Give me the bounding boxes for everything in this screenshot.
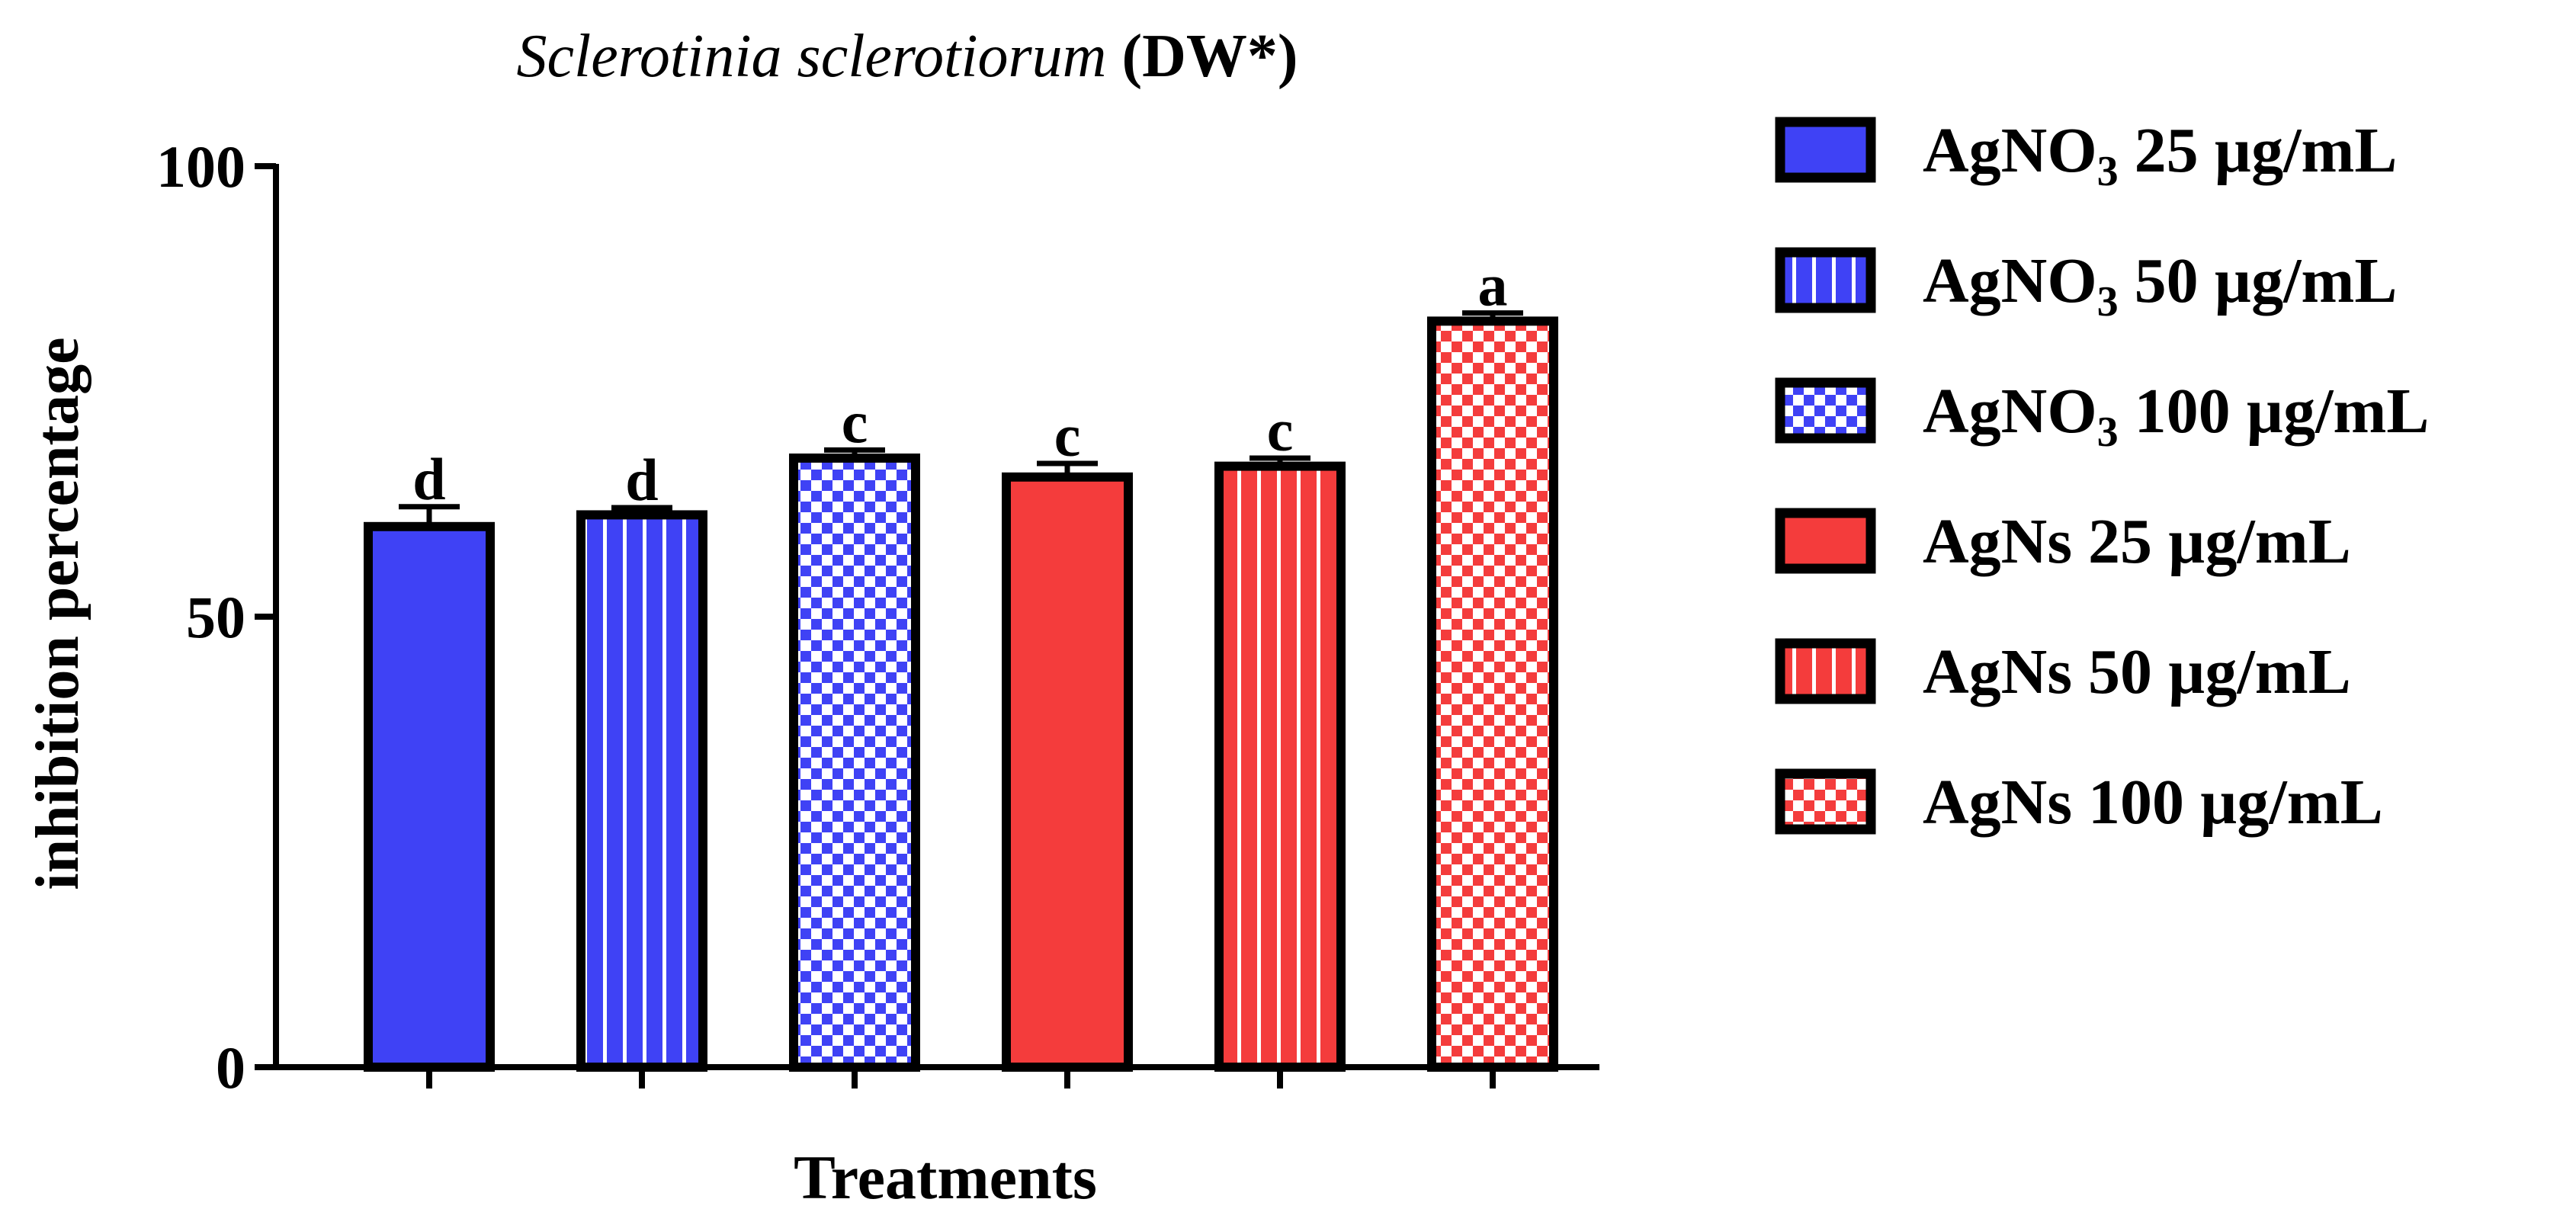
- legend-label-main: AgNs 25 µg/mL: [1923, 506, 2351, 577]
- bar: [1002, 472, 1133, 1072]
- legend-label: AgNO3 100 µg/mL: [1923, 376, 2429, 456]
- y-axis: 0 50 100: [156, 133, 279, 1101]
- significance-letter: d: [625, 447, 658, 513]
- bar-group: d: [576, 447, 707, 1072]
- significance-letter: d: [412, 446, 445, 512]
- legend-item: AgNO3 25 µg/mL: [1775, 115, 2397, 195]
- legend-swatch: [1775, 247, 1876, 313]
- y-tick-label: 100: [156, 133, 245, 200]
- legend-label: AgNO3 25 µg/mL: [1923, 115, 2397, 195]
- bar-group: d: [364, 446, 495, 1072]
- bars: d d c c c a: [364, 252, 1558, 1072]
- legend-label-rest: 50 µg/mL: [2119, 245, 2398, 316]
- y-tick-label: 0: [216, 1034, 245, 1101]
- legend-label-subscript: 3: [2097, 148, 2119, 195]
- legend-label: AgNO3 50 µg/mL: [1923, 245, 2397, 325]
- y-axis-label: inhibition percentage: [24, 337, 91, 890]
- legend-item: AgNs 100 µg/mL: [1775, 767, 2383, 838]
- bar-group: c: [1002, 402, 1133, 1072]
- legend-item: AgNs 25 µg/mL: [1775, 506, 2351, 577]
- legend-swatch: [1775, 117, 1876, 183]
- significance-letter: c: [1267, 397, 1294, 463]
- legend-label: AgNs 50 µg/mL: [1923, 636, 2351, 707]
- legend-label-subscript: 3: [2097, 409, 2119, 456]
- legend-label-rest: 25 µg/mL: [2119, 115, 2398, 186]
- legend-swatch: [1775, 638, 1876, 704]
- bar: [789, 453, 920, 1072]
- bar: [364, 521, 495, 1072]
- legend-label-main: AgNO: [1923, 115, 2097, 186]
- bar: [1427, 316, 1558, 1072]
- legend-item: AgNO3 50 µg/mL: [1775, 245, 2397, 325]
- significance-letter: c: [842, 389, 868, 455]
- legend-label-main: AgNs 100 µg/mL: [1923, 767, 2383, 838]
- bar: [576, 510, 707, 1072]
- x-axis-label: Treatments: [794, 1143, 1097, 1212]
- bar: [1214, 461, 1346, 1072]
- bar-group: c: [789, 389, 920, 1072]
- significance-letter: a: [1478, 252, 1508, 319]
- legend-item: AgNO3 100 µg/mL: [1775, 376, 2429, 456]
- legend-swatch: [1775, 508, 1876, 574]
- legend-label-main: AgNO: [1923, 245, 2097, 316]
- chart-title-suffix: (DW*): [1106, 23, 1298, 90]
- legend-label-rest: 100 µg/mL: [2119, 376, 2430, 447]
- x-axis: [273, 1064, 1599, 1089]
- bar-group: c: [1214, 397, 1346, 1072]
- legend-swatch: [1775, 768, 1876, 835]
- bar-group: a: [1427, 252, 1558, 1072]
- legend-label-subscript: 3: [2097, 278, 2119, 325]
- legend-label: AgNs 25 µg/mL: [1923, 506, 2351, 577]
- y-tick-label: 50: [186, 584, 245, 650]
- legend-item: AgNs 50 µg/mL: [1775, 636, 2351, 707]
- significance-letter: c: [1054, 402, 1081, 469]
- legend-label: AgNs 100 µg/mL: [1923, 767, 2383, 838]
- legend-label-main: AgNs 50 µg/mL: [1923, 636, 2351, 707]
- legend-swatch: [1775, 377, 1876, 444]
- legend-label-main: AgNO: [1923, 376, 2097, 447]
- chart-title: Sclerotinia sclerotiorum (DW*): [516, 23, 1298, 90]
- chart-title-italic: Sclerotinia sclerotiorum: [516, 23, 1106, 90]
